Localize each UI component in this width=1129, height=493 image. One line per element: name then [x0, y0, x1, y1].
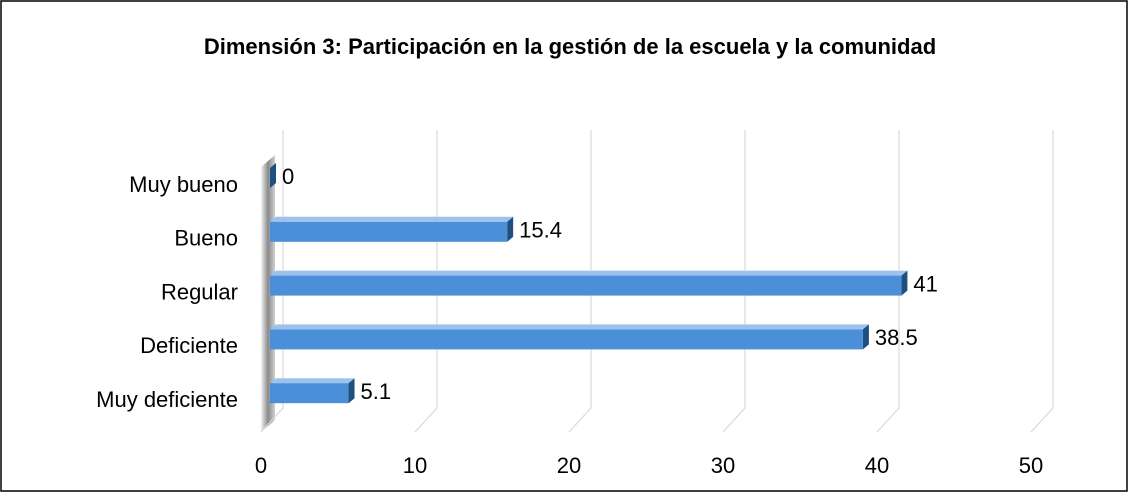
grid-line: [1030, 130, 1054, 433]
x-tick-label: 20: [557, 453, 581, 478]
y-tick-label: Deficiente: [140, 333, 238, 358]
bar-side: [862, 324, 869, 350]
bar-top: [270, 324, 869, 330]
x-tick-label: 0: [255, 453, 267, 478]
x-tick-label: 10: [403, 453, 427, 478]
value-label: 0: [282, 164, 294, 189]
y-tick-label: Muy deficiente: [96, 387, 238, 412]
value-label: 15.4: [519, 218, 562, 243]
grid-line: [876, 130, 900, 433]
bar-top: [270, 378, 355, 384]
bar: [270, 383, 349, 404]
bar-side: [901, 270, 908, 296]
x-tick-label: 30: [711, 453, 735, 478]
bar-side: [507, 216, 514, 242]
value-label: 41: [913, 271, 937, 296]
bar: [270, 221, 508, 242]
bar-side: [270, 163, 276, 188]
bar-side: [348, 378, 355, 404]
chart-title: Dimensión 3: Participación en la gestión…: [203, 34, 937, 59]
grid-line: [722, 130, 746, 433]
y-tick-label: Bueno: [174, 226, 238, 251]
bar: [270, 275, 902, 296]
value-label: 38.5: [875, 325, 918, 350]
y-tick-label: Muy bueno: [129, 172, 238, 197]
y-tick-label: Regular: [161, 279, 238, 304]
bar-top: [270, 270, 908, 276]
x-tick-label: 50: [1019, 453, 1043, 478]
x-tick-label: 40: [865, 453, 889, 478]
bar-top: [270, 216, 514, 222]
value-label: 5.1: [361, 379, 392, 404]
bar: [270, 329, 863, 350]
grid-line: [568, 130, 592, 433]
